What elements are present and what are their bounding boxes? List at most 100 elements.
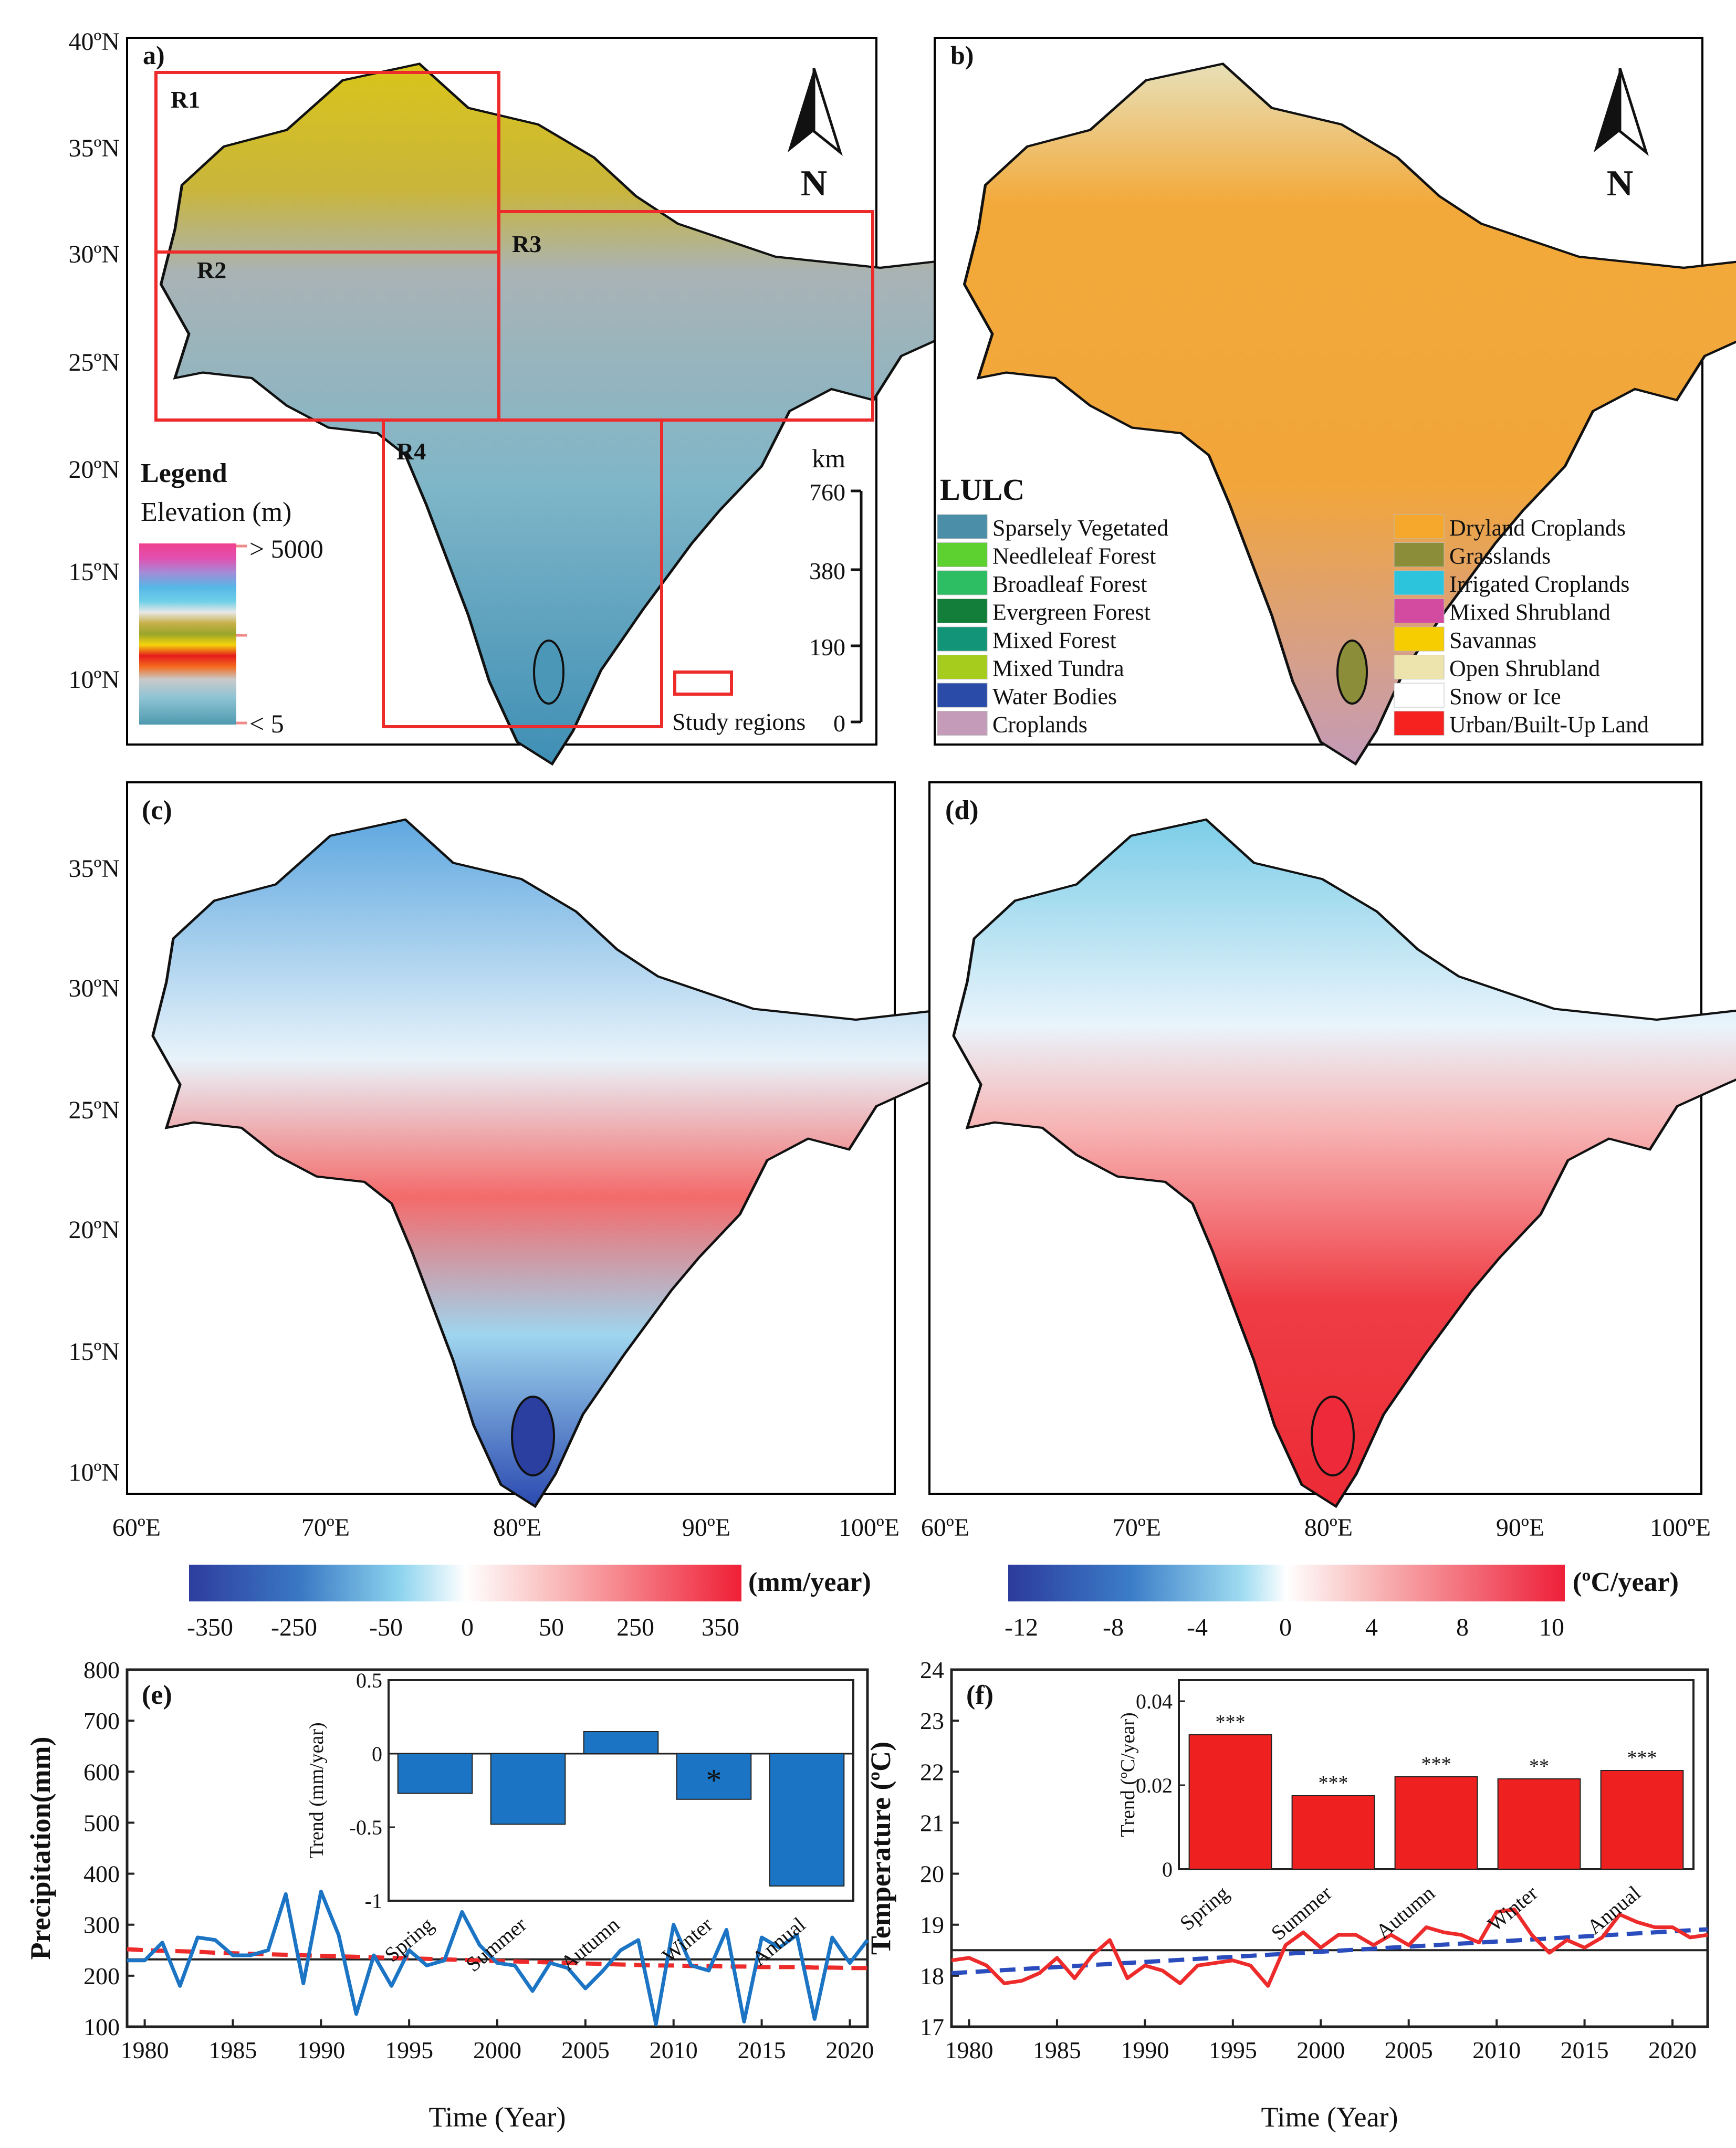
panel-d: (d) 60ºE 70ºE 80ºE 90ºE 100ºE (ºC/year) … [921, 781, 1736, 1641]
inset-y-tick-label: 0 [372, 1742, 382, 1766]
x-tick-label: 1995 [1209, 2037, 1257, 2063]
legend-label: Dryland Croplands [1449, 515, 1626, 541]
lon-tick-label: 60ºE [112, 1514, 161, 1542]
colorbar-tick: -350 [187, 1613, 233, 1641]
region-label-r3: R3 [512, 230, 541, 257]
panel-a: a) R1 R2 R3 R4 40ºN 35ºN 30ºN 25ºN 20ºN … [68, 28, 1020, 764]
panel-e-xlabel: Time (Year) [428, 2101, 566, 2133]
panel-f-plot [951, 1908, 1708, 1988]
panel-e-plot [127, 1890, 869, 2026]
legend-swatch [1394, 683, 1445, 708]
legend-label: Sparsely Vegetated [992, 515, 1168, 541]
panel-f-inset-bars: 0.040.020Spring***Summer***Autumn***Wint… [1136, 1690, 1684, 1945]
significance-marker: *** [1216, 1711, 1246, 1733]
legend-label: Mixed Shrubland [1449, 600, 1610, 625]
precip-colorbar-unit: (mm/year) [748, 1567, 871, 1597]
y-tick-label: 800 [83, 1657, 120, 1683]
panel-e-inset-ylabel: Trend (mm/year) [306, 1722, 328, 1858]
significance-marker: *** [1627, 1747, 1657, 1769]
lat-tick-label: 10ºN [68, 1459, 120, 1486]
sri-lanka-shape [511, 1396, 555, 1476]
legend-label: Open Shrubland [1449, 656, 1600, 682]
legend-label: Irrigated Croplands [1449, 571, 1629, 597]
inset-y-tick-label: 0.04 [1136, 1690, 1173, 1713]
legend-label: Croplands [992, 712, 1087, 738]
temp-colorbar-ticks: -12 -8 -4 0 4 8 10 [1005, 1613, 1564, 1641]
inset-y-tick-label: 0.02 [1136, 1774, 1173, 1797]
lon-tick-label: 100ºE [839, 1514, 900, 1542]
lat-tick-label: 40ºN [68, 28, 120, 56]
colorbar-tick: -8 [1103, 1613, 1124, 1641]
legend-swatch [937, 514, 988, 539]
inset-bar [1497, 1778, 1581, 1870]
north-arrow-b: N [1594, 68, 1649, 204]
lat-tick-label: 30ºN [68, 975, 120, 1002]
y-tick-label: 20 [920, 1861, 944, 1888]
x-tick-label: 2010 [1472, 2037, 1521, 2063]
legend-swatch [937, 655, 988, 679]
legend-swatch [1394, 514, 1445, 539]
temp-colorbar-unit: (ºC/year) [1573, 1567, 1679, 1597]
sri-lanka-shape [1311, 1396, 1355, 1476]
elevation-low-label: < 5 [249, 709, 284, 738]
x-tick-label: 2005 [1385, 2037, 1433, 2063]
y-tick-label: 23 [920, 1707, 944, 1734]
inset-y-tick-label: -0.5 [349, 1816, 382, 1839]
legend-title: Legend [141, 458, 227, 488]
panel-e-y-axis: 800 700 600 500 400 300 200 100 [83, 1657, 134, 2040]
x-tick-label: 2000 [1296, 2037, 1345, 2063]
legend-swatch [937, 542, 988, 567]
legend-swatch [1394, 711, 1445, 736]
x-tick-label: 2000 [473, 2037, 521, 2063]
panel-c-lon-axis: 60ºE 70ºE 80ºE 90ºE 100ºE [112, 1514, 900, 1542]
scale-tick: 0 [833, 710, 845, 737]
panel-f-inset-ylabel: Trend (ºC/year) [1117, 1712, 1139, 1837]
panel-d-lon-axis: 60ºE 70ºE 80ºE 90ºE 100ºE [921, 1514, 1711, 1542]
colorbar-tick: -4 [1187, 1613, 1208, 1641]
inset-bar [490, 1753, 566, 1825]
lat-tick-label: 25ºN [68, 349, 120, 376]
region-label-r1: R1 [171, 86, 200, 113]
colorbar-tick: 10 [1539, 1613, 1564, 1641]
legend-swatch [1394, 599, 1445, 623]
lon-tick-label: 70ºE [1113, 1514, 1161, 1542]
inset-bar [1394, 1776, 1478, 1870]
panel-f-x-axis: 1980 1985 1990 1995 2000 2005 2010 2015 2020 [945, 2019, 1697, 2063]
panel-b-label: b) [950, 40, 974, 70]
lat-tick-label: 25ºN [68, 1096, 120, 1124]
legend-label: Urban/Built-Up Land [1449, 712, 1649, 738]
x-tick-label: 2010 [650, 2037, 698, 2063]
x-tick-label: 2005 [561, 2037, 610, 2063]
lat-tick-label: 20ºN [68, 456, 120, 484]
panel-c-lat-axis: 35ºN 30ºN 25ºN 20ºN 15ºN 10ºN [68, 855, 120, 1486]
y-tick-label: 500 [83, 1809, 120, 1836]
x-tick-label: 2020 [1648, 2037, 1697, 2063]
legend-swatch [937, 711, 988, 736]
x-tick-label: 1980 [121, 2037, 169, 2063]
inset-bar [1188, 1734, 1272, 1870]
panel-a-label: a) [143, 40, 165, 70]
lat-tick-label: 30ºN [68, 240, 120, 268]
study-regions-label: Study regions [672, 708, 806, 735]
inset-y-tick-label: 0.5 [356, 1669, 382, 1692]
colorbar-tick: -50 [369, 1613, 403, 1641]
inset-bar [769, 1753, 845, 1887]
significance-marker: ** [1529, 1755, 1549, 1777]
legend-swatch [937, 599, 988, 623]
north-label-b: N [1607, 163, 1634, 204]
lat-tick-label: 35ºN [68, 134, 120, 162]
lat-tick-label: 15ºN [68, 558, 120, 586]
y-tick-label: 18 [920, 1963, 944, 1989]
lon-tick-label: 100ºE [1650, 1514, 1711, 1542]
series-line-temperature [951, 1908, 1708, 1988]
legend-swatch [937, 570, 988, 595]
panel-e: (e) Precipitation(mm) Time (Year) 800 700… [25, 1657, 874, 2133]
legend-label: Broadleaf Forest [992, 571, 1147, 597]
inset-bar [397, 1753, 473, 1794]
x-tick-label: 1990 [297, 2037, 345, 2063]
inset-bar [1291, 1795, 1375, 1870]
lon-tick-label: 60ºE [921, 1514, 969, 1542]
y-tick-label: 700 [83, 1707, 120, 1734]
